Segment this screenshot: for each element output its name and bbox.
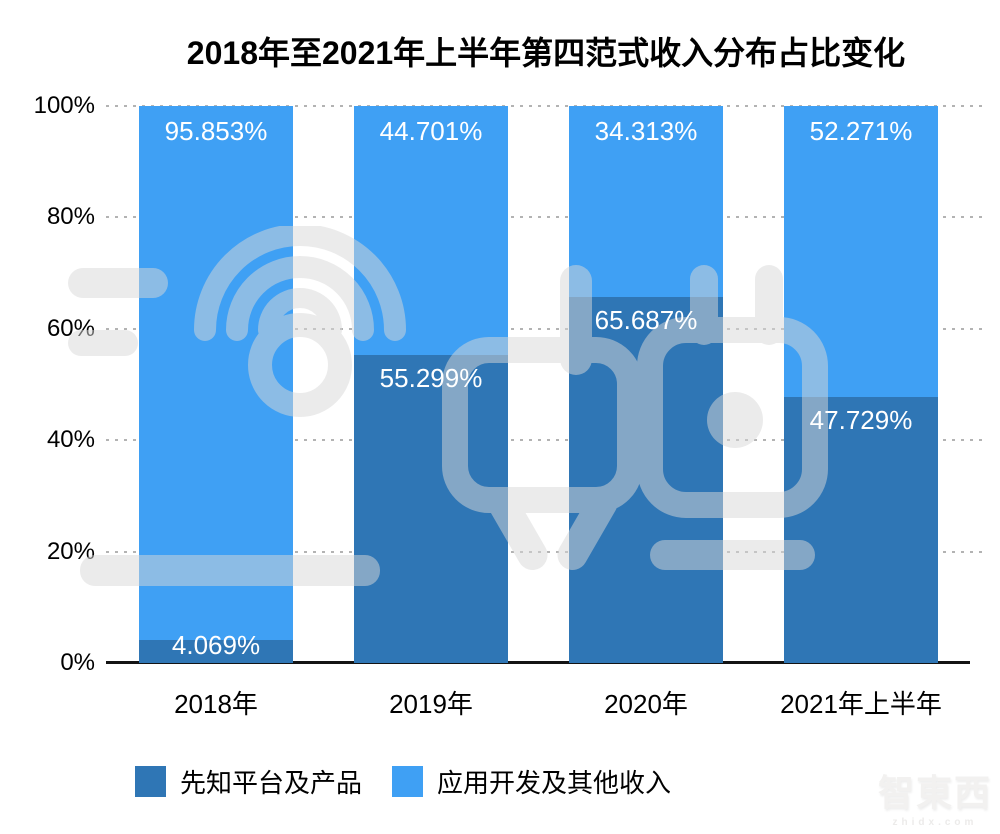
y-tick-label-60: 60% <box>46 314 95 342</box>
legend: 先知平台及产品 应用开发及其他收入 <box>135 763 671 800</box>
plot-area: 100% 80% 60% 40% 20% 0% 95.853% 4.069% 2018年 44.7… <box>34 92 986 719</box>
gridline-100 <box>106 105 986 107</box>
value-label-appdev-2020年: 34.313% <box>594 116 698 147</box>
gridline-80 <box>106 216 986 219</box>
y-tick-label-20: 20% <box>46 537 95 565</box>
legend-swatch-app-dev <box>392 766 424 797</box>
value-label-prophet-2019年: 55.299% <box>379 363 483 393</box>
x-category-label-2018年: 2018年 <box>174 689 258 719</box>
segment-prophet-2021年上半年: 47.729% <box>784 397 938 663</box>
legend-item-prophet-platform: 先知平台及产品 <box>135 763 362 800</box>
segment-appdev-2020年: 34.313% <box>569 106 723 298</box>
segment-prophet-2019年: 55.299% <box>354 355 508 663</box>
x-axis-line <box>106 661 970 664</box>
bar-2020年: 34.313% 65.687% <box>569 106 723 663</box>
segment-prophet-2018年: 4.069% <box>139 630 293 663</box>
value-label-prophet-2018年: 4.069% <box>171 630 261 660</box>
value-label-appdev-2021年上半年: 52.271% <box>809 116 913 147</box>
value-label-prophet-2021年上半年: 47.729% <box>809 405 913 436</box>
segment-appdev-2018年: 95.853% <box>139 106 293 641</box>
segment-appdev-2019年: 44.701% <box>354 106 508 355</box>
gridline-60 <box>106 327 986 330</box>
bar-2018年: 95.853% 4.069% <box>139 106 293 663</box>
chart-title: 2018年至2021年上半年第四范式收入分布占比变化 <box>186 35 906 71</box>
watermark-stem <box>755 265 783 345</box>
legend-item-app-dev: 应用开发及其他收入 <box>392 763 671 800</box>
x-category-label-2019年: 2019年 <box>389 689 473 719</box>
y-tick-label-100: 100% <box>33 92 95 119</box>
watermark-zhidx-corner: 智東西 zhidx.com <box>878 764 992 828</box>
y-tick-label-0: 0% <box>60 649 95 676</box>
legend-label-prophet-platform: 先知平台及产品 <box>180 768 363 798</box>
legend-swatch-prophet-platform <box>135 766 166 797</box>
watermark-corner-url: zhidx.com <box>892 817 978 828</box>
y-tick-label-40: 40% <box>46 426 95 454</box>
watermark-corner-text: 智東西 <box>877 772 992 813</box>
bar-2019年: 44.701% 55.299% <box>354 106 508 663</box>
legend-label-app-dev: 应用开发及其他收入 <box>437 768 672 798</box>
x-category-label-2020年: 2020年 <box>604 689 688 719</box>
segment-prophet-2020年: 65.687% <box>569 297 723 663</box>
value-label-appdev-2019年: 44.701% <box>379 116 483 147</box>
value-label-appdev-2018年: 95.853% <box>164 116 268 147</box>
value-label-prophet-2020年: 65.687% <box>594 305 698 336</box>
bar-2021年上半年: 52.271% 47.729% <box>784 106 938 663</box>
x-category-label-2021年上半年: 2021年上半年 <box>780 689 942 719</box>
y-tick-label-80: 80% <box>46 203 95 231</box>
segment-appdev-2021年上半年: 52.271% <box>784 106 938 398</box>
